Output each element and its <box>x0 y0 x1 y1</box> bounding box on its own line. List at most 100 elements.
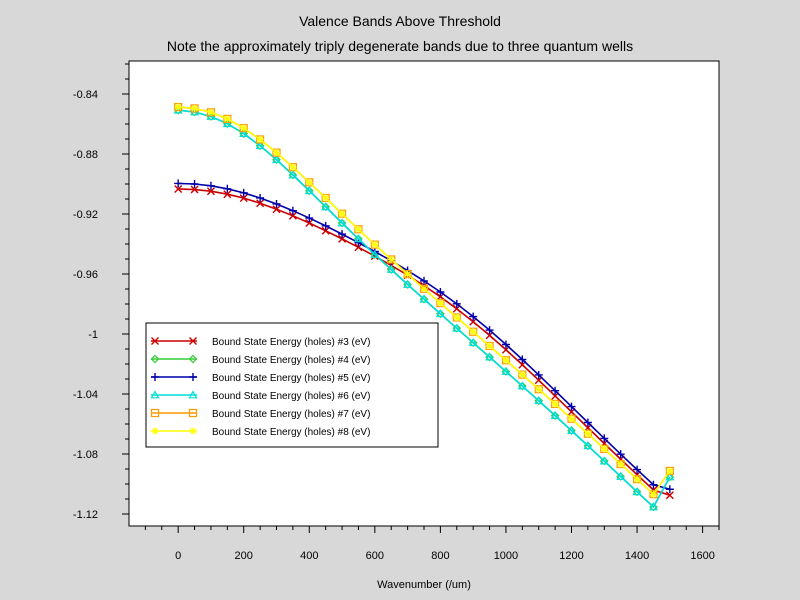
data-point <box>616 471 626 480</box>
y-tick-label: -0.88 <box>73 149 98 161</box>
data-point <box>453 314 461 321</box>
x-tick-label: 200 <box>235 550 253 562</box>
data-point <box>174 179 183 188</box>
legend-box <box>145 322 439 448</box>
y-tick-label: -1.08 <box>73 449 98 461</box>
data-point <box>517 381 527 390</box>
data-point <box>188 390 198 399</box>
legend-entry: Bound State Energy (holes) #7 (eV) <box>150 408 370 420</box>
data-point <box>305 219 314 227</box>
series-3 <box>174 179 674 494</box>
data-point <box>419 294 429 303</box>
axes: 0 200 400 600 800 1000 1200 1400 1600 -0.84 -0.88 -… <box>73 63 720 562</box>
data-point <box>665 485 674 494</box>
y-tick-label: -1.12 <box>73 509 98 521</box>
x-axis-label: Wavenumber (/um) <box>377 579 471 591</box>
data-point <box>468 337 478 347</box>
series-6 <box>174 103 674 498</box>
data-point <box>150 390 160 399</box>
data-point <box>420 276 428 285</box>
data-point <box>305 178 313 186</box>
x-tick-label: 600 <box>366 550 384 562</box>
data-point <box>501 340 510 349</box>
x-tick-label: 400 <box>300 550 318 562</box>
legend: Bound State Energy (holes) #3 (eV) Bound … <box>145 322 439 448</box>
data-point <box>617 460 625 468</box>
data-point <box>174 103 182 111</box>
data-point <box>649 490 657 498</box>
data-point <box>354 225 362 233</box>
data-point <box>648 502 658 511</box>
legend-label: Bound State Energy (holes) #6 (eV) <box>212 391 370 402</box>
data-point <box>665 472 675 481</box>
data-point <box>272 205 281 214</box>
data-point <box>452 323 462 332</box>
data-point <box>223 190 232 199</box>
legend-entry: Bound State Energy (holes) #4 (eV) <box>150 354 370 366</box>
data-point <box>189 373 197 381</box>
data-point <box>272 199 281 208</box>
legend-label: Bound State Energy (holes) #7 (eV) <box>212 409 370 420</box>
series-layer <box>173 102 675 512</box>
data-point <box>239 194 248 203</box>
data-point <box>534 370 543 379</box>
data-point <box>207 108 215 116</box>
y-tick-label: -0.84 <box>73 89 98 101</box>
data-point <box>404 270 412 278</box>
data-point <box>288 206 297 215</box>
plot-area <box>128 60 720 527</box>
data-point <box>534 396 544 405</box>
data-point <box>256 199 265 208</box>
data-point <box>502 356 510 364</box>
data-point <box>600 445 608 453</box>
legend-label: Bound State Energy (holes) #3 (eV) <box>212 337 370 348</box>
data-point <box>240 124 248 132</box>
data-point <box>387 255 395 263</box>
data-point <box>222 118 232 128</box>
data-point <box>191 104 199 112</box>
data-point <box>322 194 330 202</box>
data-point <box>188 354 198 364</box>
data-point <box>150 408 160 418</box>
x-tick-label: 1600 <box>690 550 714 562</box>
data-point <box>206 181 215 190</box>
data-point <box>338 210 346 218</box>
data-point <box>485 326 494 335</box>
data-point <box>188 408 198 418</box>
data-point <box>174 184 183 193</box>
data-point <box>420 285 428 293</box>
data-point <box>189 337 197 345</box>
data-point <box>255 141 265 150</box>
data-point <box>518 371 526 379</box>
data-point <box>469 328 477 336</box>
data-point <box>337 218 347 228</box>
data-point <box>436 288 445 296</box>
data-point <box>173 105 183 114</box>
data-point <box>151 337 159 345</box>
data-point <box>567 402 576 411</box>
data-point <box>256 193 265 202</box>
chart-title: Valence Bands Above Threshold <box>299 13 501 29</box>
data-point <box>551 386 560 395</box>
y-tick-label: -0.92 <box>73 209 98 221</box>
data-point <box>321 221 330 230</box>
data-point <box>271 154 282 164</box>
data-point <box>632 487 642 496</box>
data-point <box>436 299 444 307</box>
x-tick-label: 1200 <box>559 550 583 562</box>
data-point <box>288 211 297 220</box>
data-point <box>665 491 674 500</box>
data-point <box>288 170 298 179</box>
data-point <box>568 415 575 423</box>
data-point <box>616 450 625 459</box>
data-point <box>289 163 297 171</box>
data-point <box>206 187 215 196</box>
data-point <box>239 128 249 137</box>
data-point <box>486 342 494 350</box>
data-point <box>665 472 675 482</box>
legend-label: Bound State Energy (holes) #5 (eV) <box>212 373 370 384</box>
data-point <box>256 135 264 143</box>
data-point <box>150 354 160 364</box>
data-point <box>633 475 641 483</box>
